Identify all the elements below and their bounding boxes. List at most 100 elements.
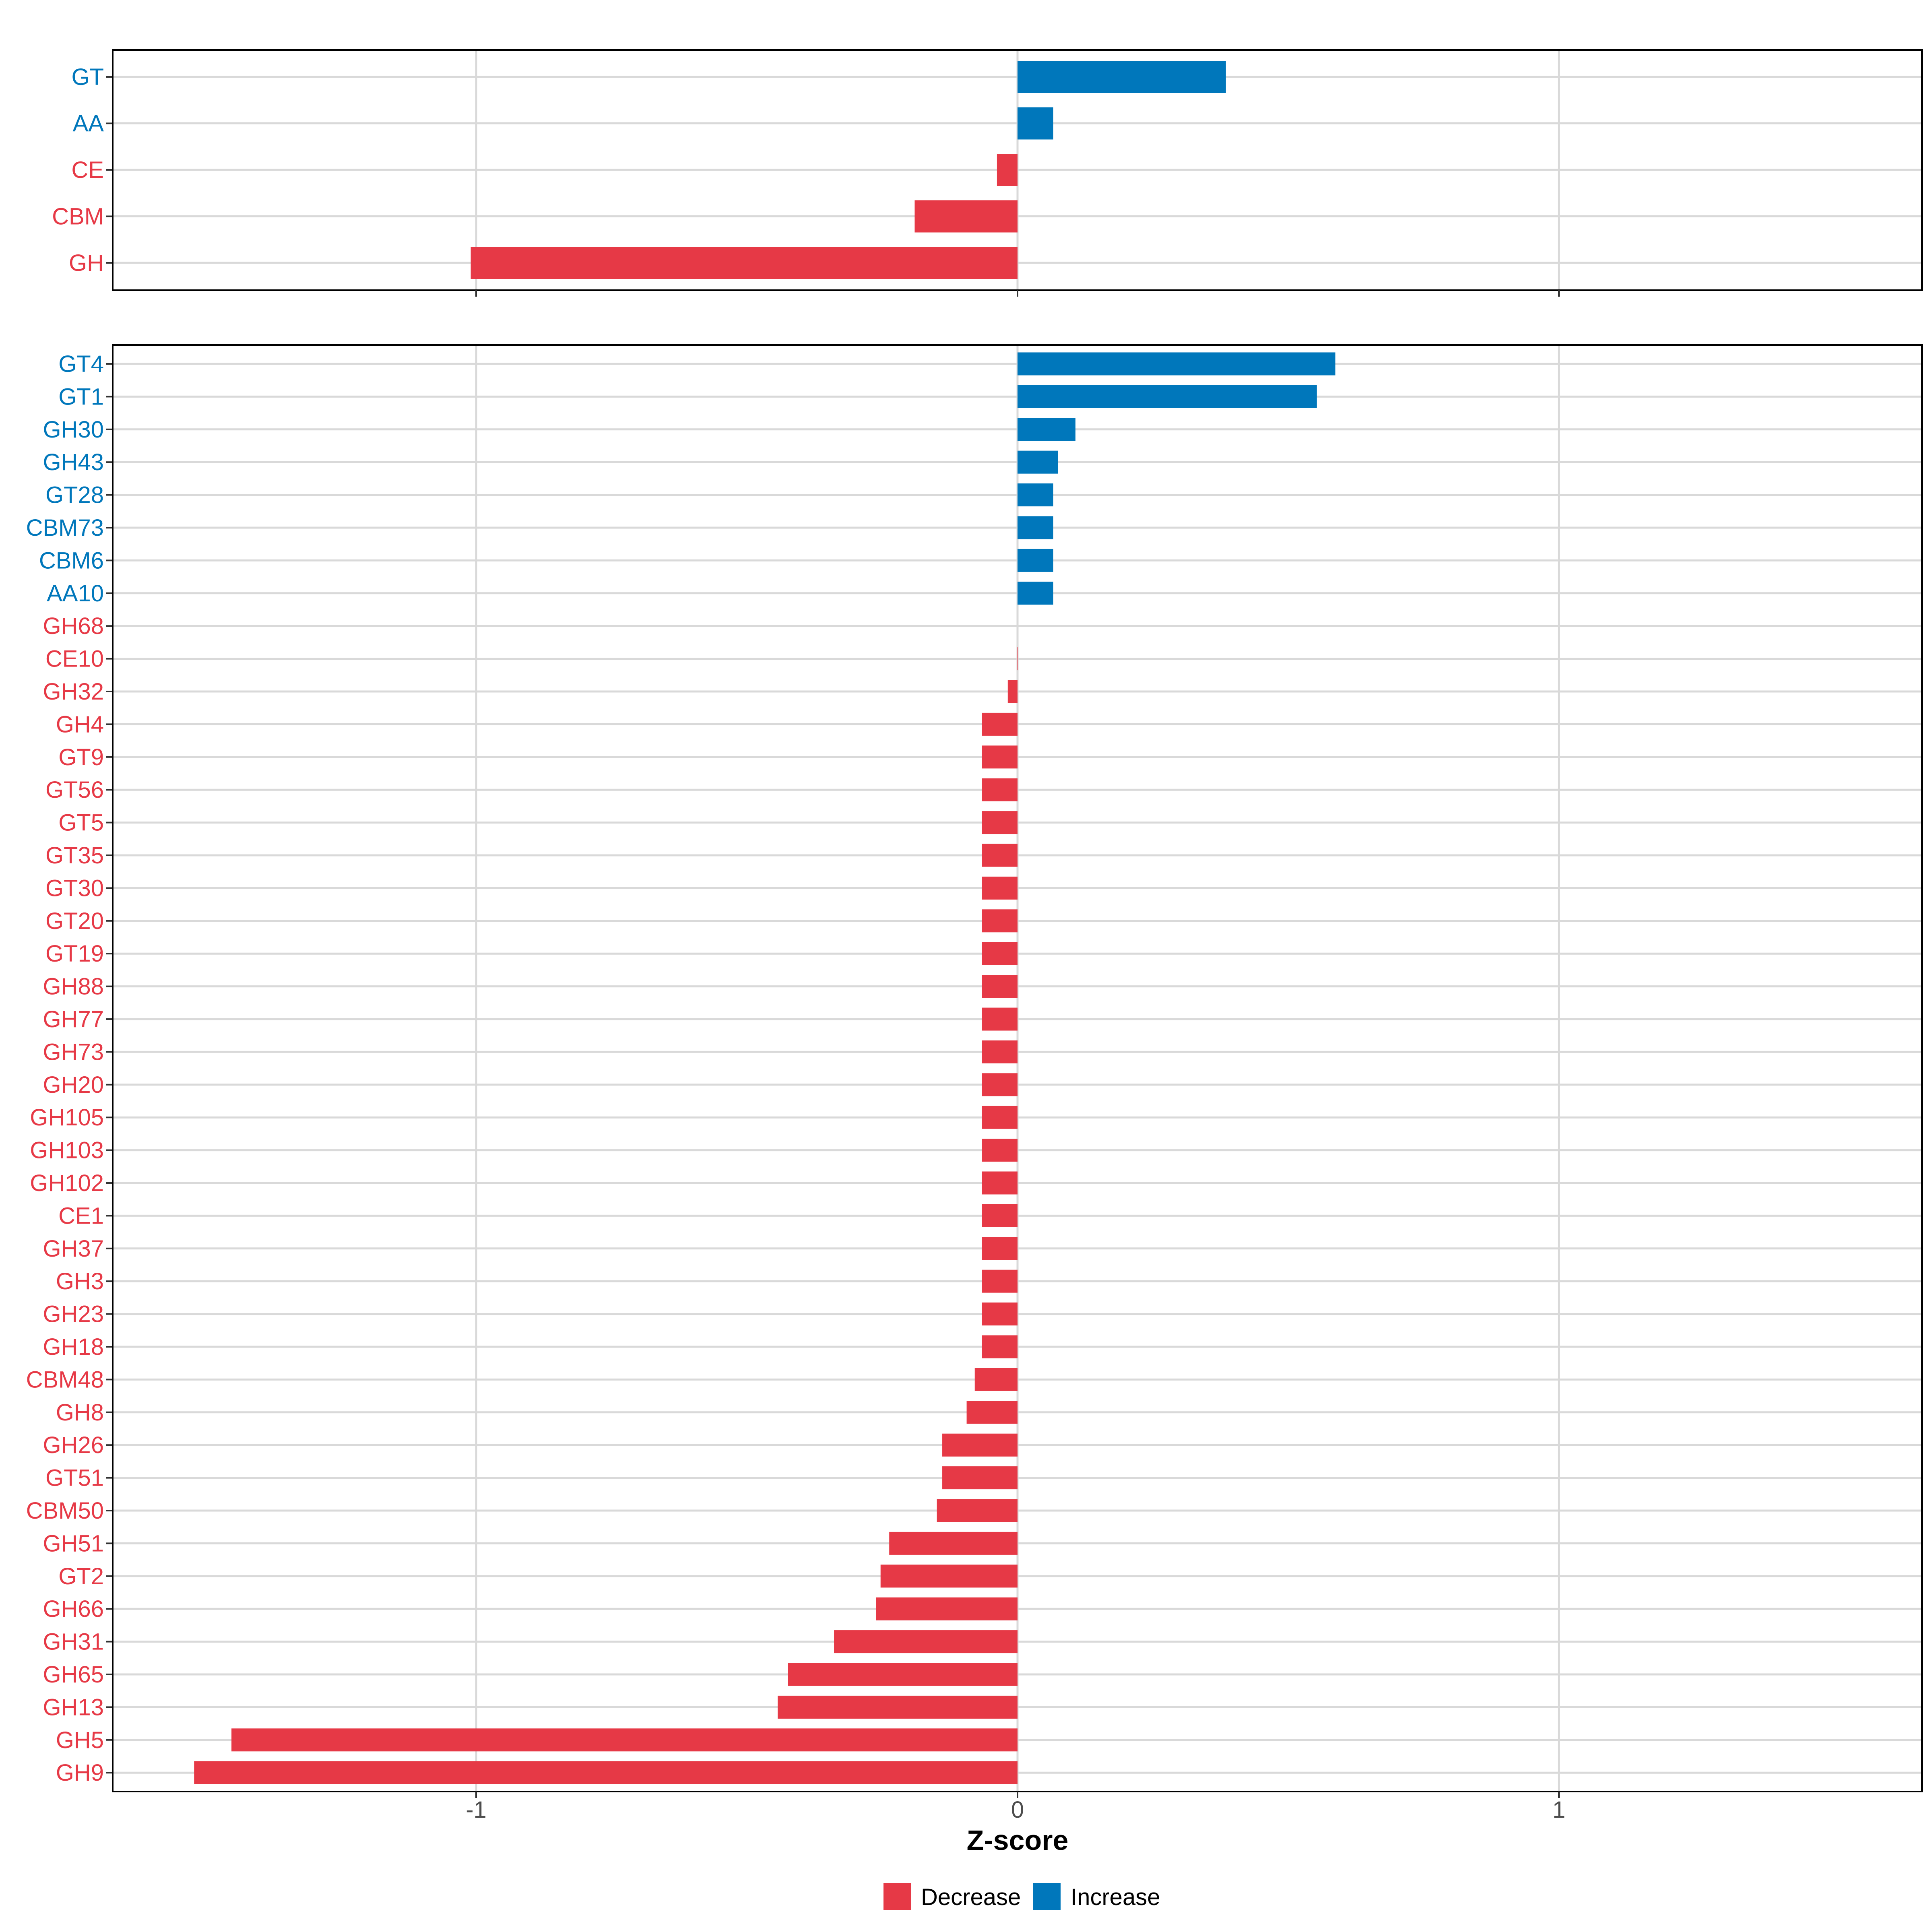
bar-gh4 [982, 712, 1018, 736]
y-tick-label-gh4: GH4 [56, 711, 104, 737]
y-tick-label-gt51: GT51 [45, 1465, 104, 1491]
bar-gh51 [889, 1532, 1018, 1555]
bar-cbm48 [974, 1368, 1018, 1391]
y-tick-label-gt19: GT19 [45, 941, 104, 967]
y-tick-label-gh88: GH88 [43, 974, 104, 1000]
y-tick-label-cbm48: CBM48 [26, 1366, 104, 1393]
bar-gh73 [982, 1040, 1018, 1063]
bar-gh [471, 247, 1018, 279]
legend-swatch-increase [1033, 1883, 1061, 1910]
y-tick-label-gh77: GH77 [43, 1006, 104, 1032]
y-tick-label-gt: GT [71, 64, 104, 90]
bar-gt5 [982, 811, 1018, 834]
bar-gh88 [982, 975, 1018, 998]
y-tick-label-gt35: GT35 [45, 842, 104, 869]
x-axis-title: Z-score [967, 1825, 1069, 1856]
y-tick-label-gh5: GH5 [56, 1727, 104, 1753]
top-panel: GT AA CE CBM GH [52, 49, 1923, 297]
y-tick-label-gh102: GH102 [30, 1170, 104, 1196]
bar-gh9 [194, 1761, 1018, 1784]
x-axis: -1 0 1 [466, 1797, 1565, 1823]
y-tick-label-gt9: GT9 [58, 744, 104, 770]
y-tick-label-gt4: GT4 [58, 351, 104, 377]
y-tick-label-gh3: GH3 [56, 1268, 104, 1294]
y-tick-label-cbm: CBM [52, 204, 104, 230]
bottom-panel: GT4 GT1 GH30 GH43 GT28 CBM73 CBM6 AA10 GH68 CE10 G… [26, 344, 1923, 1798]
y-tick-label-gh73: GH73 [43, 1039, 104, 1065]
y-tick-label-gt30: GT30 [45, 875, 104, 901]
y-tick-label-gh20: GH20 [43, 1072, 104, 1098]
y-tick-label-gh18: GH18 [43, 1334, 104, 1360]
bar-gh102 [982, 1171, 1018, 1195]
bar-ce [997, 154, 1018, 186]
y-tick-label-gt1: GT1 [58, 384, 104, 410]
y-tick-label-gh103: GH103 [30, 1137, 104, 1164]
y-tick-label-gt5: GT5 [58, 810, 104, 836]
bar-gt1 [1018, 385, 1317, 408]
bar-gt56 [982, 778, 1018, 801]
bar-ce1 [982, 1204, 1018, 1227]
y-tick-label-gt28: GT28 [45, 482, 104, 508]
bar-gh77 [982, 1007, 1018, 1031]
y-tick-label-gh37: GH37 [43, 1236, 104, 1262]
y-tick-label-gh23: GH23 [43, 1301, 104, 1327]
bar-gh37 [982, 1237, 1018, 1260]
bar-gh13 [778, 1695, 1018, 1719]
bar-gt28 [1018, 483, 1053, 507]
y-tick-label-gh105: GH105 [30, 1104, 104, 1131]
y-tick-label-gt56: GT56 [45, 777, 104, 803]
y-tick-label-gh26: GH26 [43, 1432, 104, 1458]
legend: Decrease Increase [883, 1883, 1160, 1910]
bar-gh105 [982, 1106, 1018, 1129]
y-tick-label-gh68: GH68 [43, 613, 104, 639]
bar-gt35 [982, 844, 1018, 867]
bar-gh30 [1018, 418, 1075, 441]
legend-label-decrease: Decrease [921, 1884, 1021, 1910]
bar-gh5 [231, 1728, 1018, 1752]
y-tick-label-aa10: AA10 [47, 580, 104, 607]
bar-gh43 [1018, 450, 1058, 474]
y-tick-label-gt2: GT2 [58, 1563, 104, 1589]
bar-gh65 [788, 1663, 1018, 1686]
bar-gh20 [982, 1073, 1018, 1096]
bar-cbm50 [937, 1499, 1018, 1522]
y-tick-label-gh51: GH51 [43, 1530, 104, 1556]
bar-gt51 [942, 1466, 1018, 1490]
y-tick-label-cbm73: CBM73 [26, 515, 104, 541]
bar-cbm [914, 200, 1018, 233]
y-tick-label-gh65: GH65 [43, 1662, 104, 1688]
y-tick-label-aa: AA [73, 111, 104, 137]
y-tick-label-ce: CE [71, 157, 104, 183]
y-tick-label-cbm50: CBM50 [26, 1498, 104, 1524]
bar-gh32 [1007, 680, 1018, 703]
y-tick-label-gh32: GH32 [43, 679, 104, 705]
bar-gh3 [982, 1269, 1018, 1293]
bar-gh26 [942, 1433, 1018, 1457]
y-tick-label-gh31: GH31 [43, 1629, 104, 1655]
y-tick-label-ce10: CE10 [45, 646, 104, 672]
bar-gt20 [982, 909, 1018, 933]
legend-swatch-decrease [883, 1883, 911, 1910]
bar-cbm6 [1018, 549, 1053, 572]
y-tick-label-gh43: GH43 [43, 449, 104, 475]
bar-gt9 [982, 745, 1018, 769]
bar-gt4 [1018, 352, 1335, 376]
bar-aa [1018, 107, 1053, 140]
x-tick-label-0: -1 [466, 1797, 487, 1823]
bar-gh66 [876, 1597, 1018, 1620]
bar-gt19 [982, 942, 1018, 965]
y-tick-label-gt20: GT20 [45, 908, 104, 934]
bar-gt2 [880, 1565, 1018, 1588]
legend-label-increase: Increase [1071, 1884, 1160, 1910]
bar-gt30 [982, 876, 1018, 900]
y-tick-label-gh9: GH9 [56, 1760, 104, 1786]
bar-ce10 [1017, 647, 1018, 671]
bar-aa10 [1018, 582, 1053, 605]
bar-gh103 [982, 1139, 1018, 1162]
bar-gh18 [982, 1335, 1018, 1358]
y-tick-label-ce1: CE1 [58, 1203, 104, 1229]
bar-gh31 [834, 1630, 1018, 1653]
y-tick-label-gh: GH [69, 250, 104, 276]
y-tick-label-gh13: GH13 [43, 1694, 104, 1720]
